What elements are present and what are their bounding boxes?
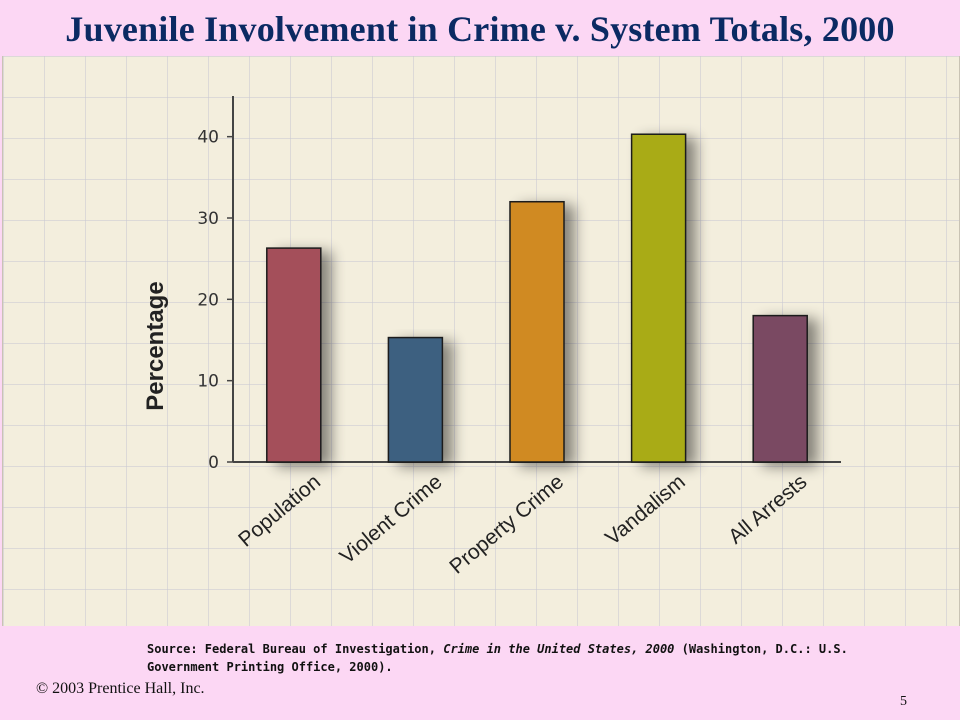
chart-panel: 0 10 20 30 40 Population Violent Crime Propert…	[2, 56, 960, 626]
bar-all-arrests	[752, 314, 808, 463]
y-tick-label: 10	[197, 372, 219, 392]
bar-vandalism	[630, 133, 687, 463]
category-label: Population	[234, 470, 325, 551]
source-suffix: (Washington, D.C.: U.S. Government Print…	[147, 642, 848, 674]
y-axis-label: Percentage	[142, 281, 169, 410]
category-label: Property Crime	[445, 470, 568, 578]
category-label: Violent Crime	[336, 470, 447, 568]
y-axis: 0 10 20 30 40	[197, 96, 841, 473]
category-label: All Arrests	[724, 470, 811, 548]
source-publication-title: Crime in the United States, 2000	[443, 642, 675, 656]
source-prefix: Source: Federal Bureau of Investigation,	[147, 642, 444, 656]
bar-violent-crime	[387, 336, 444, 463]
y-tick-label: 30	[197, 209, 219, 229]
bar-chart: 0 10 20 30 40 Population Violent CrimePropert…	[142, 96, 841, 579]
page-number: 5	[900, 694, 907, 709]
slide-title: Juvenile Involvement in Crime v. System …	[65, 9, 895, 49]
source-note: Source: Federal Bureau of Investigation,…	[147, 640, 867, 676]
y-tick-label: 40	[197, 128, 219, 148]
y-tick-label: 20	[197, 290, 219, 310]
y-tick-label: 0	[208, 453, 219, 473]
bar-population	[266, 247, 322, 463]
bar-property-crime	[509, 200, 565, 463]
category-label: Vandalism	[601, 470, 690, 550]
copyright-notice: © 2003 Prentice Hall, Inc.	[36, 680, 205, 697]
bars	[266, 133, 808, 463]
